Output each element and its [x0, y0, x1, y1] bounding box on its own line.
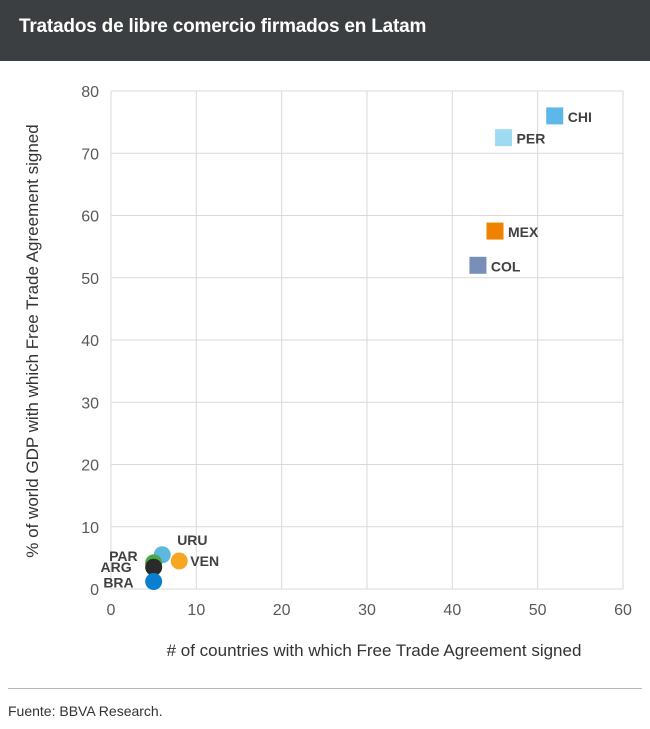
point-mex-marker	[486, 222, 504, 240]
y-axis-title: % of world GDP with which Free Trade Agr…	[23, 124, 42, 557]
point-arg-label: ARG	[101, 559, 132, 575]
point-ven-label: VEN	[190, 553, 219, 569]
point-bra-label: BRA	[103, 575, 133, 591]
point-chi-marker	[546, 107, 564, 125]
point-col-marker	[469, 256, 487, 274]
source-note: Fuente: BBVA Research.	[8, 703, 163, 719]
x-tick-label: 50	[529, 602, 547, 619]
y-tick-label: 10	[81, 520, 99, 537]
x-tick-label: 40	[443, 602, 461, 619]
x-tick-label: 60	[614, 602, 632, 619]
point-arg-marker	[145, 558, 163, 576]
x-tick-label: 30	[358, 602, 376, 619]
point-ven-marker	[170, 552, 188, 570]
point-chi-label: CHI	[568, 109, 592, 125]
scatter-chart: 0 10 20 30 40 50 60 0 10 20 30 40 50 60 70 80 # of count…	[23, 84, 632, 660]
point-col-label: COL	[491, 258, 521, 274]
x-tick-label: 0	[107, 602, 116, 619]
x-axis-title: # of countries with which Free Trade Agr…	[167, 641, 582, 660]
footer-divider	[8, 688, 642, 689]
y-tick-label: 50	[81, 271, 99, 288]
x-tick-label: 10	[187, 602, 205, 619]
point-bra-marker	[145, 573, 163, 591]
point-per-marker	[495, 129, 513, 147]
chart-title: Tratados de libre comercio firmados en L…	[19, 16, 427, 37]
y-tick-label: 70	[81, 146, 99, 163]
point-uru-label: URU	[177, 532, 207, 548]
y-tick-label: 40	[81, 333, 99, 350]
y-tick-label: 20	[81, 458, 99, 475]
point-mex-label: MEX	[508, 224, 539, 240]
chart-header: Tratados de libre comercio firmados en L…	[0, 0, 650, 61]
y-tick-label: 60	[81, 209, 99, 226]
point-per-label: PER	[517, 131, 546, 147]
x-tick-label: 20	[273, 602, 291, 619]
y-tick-label: 0	[90, 582, 99, 599]
y-tick-label: 30	[81, 395, 99, 412]
y-tick-label: 80	[81, 84, 99, 101]
point-par-label: PAR	[109, 548, 138, 564]
